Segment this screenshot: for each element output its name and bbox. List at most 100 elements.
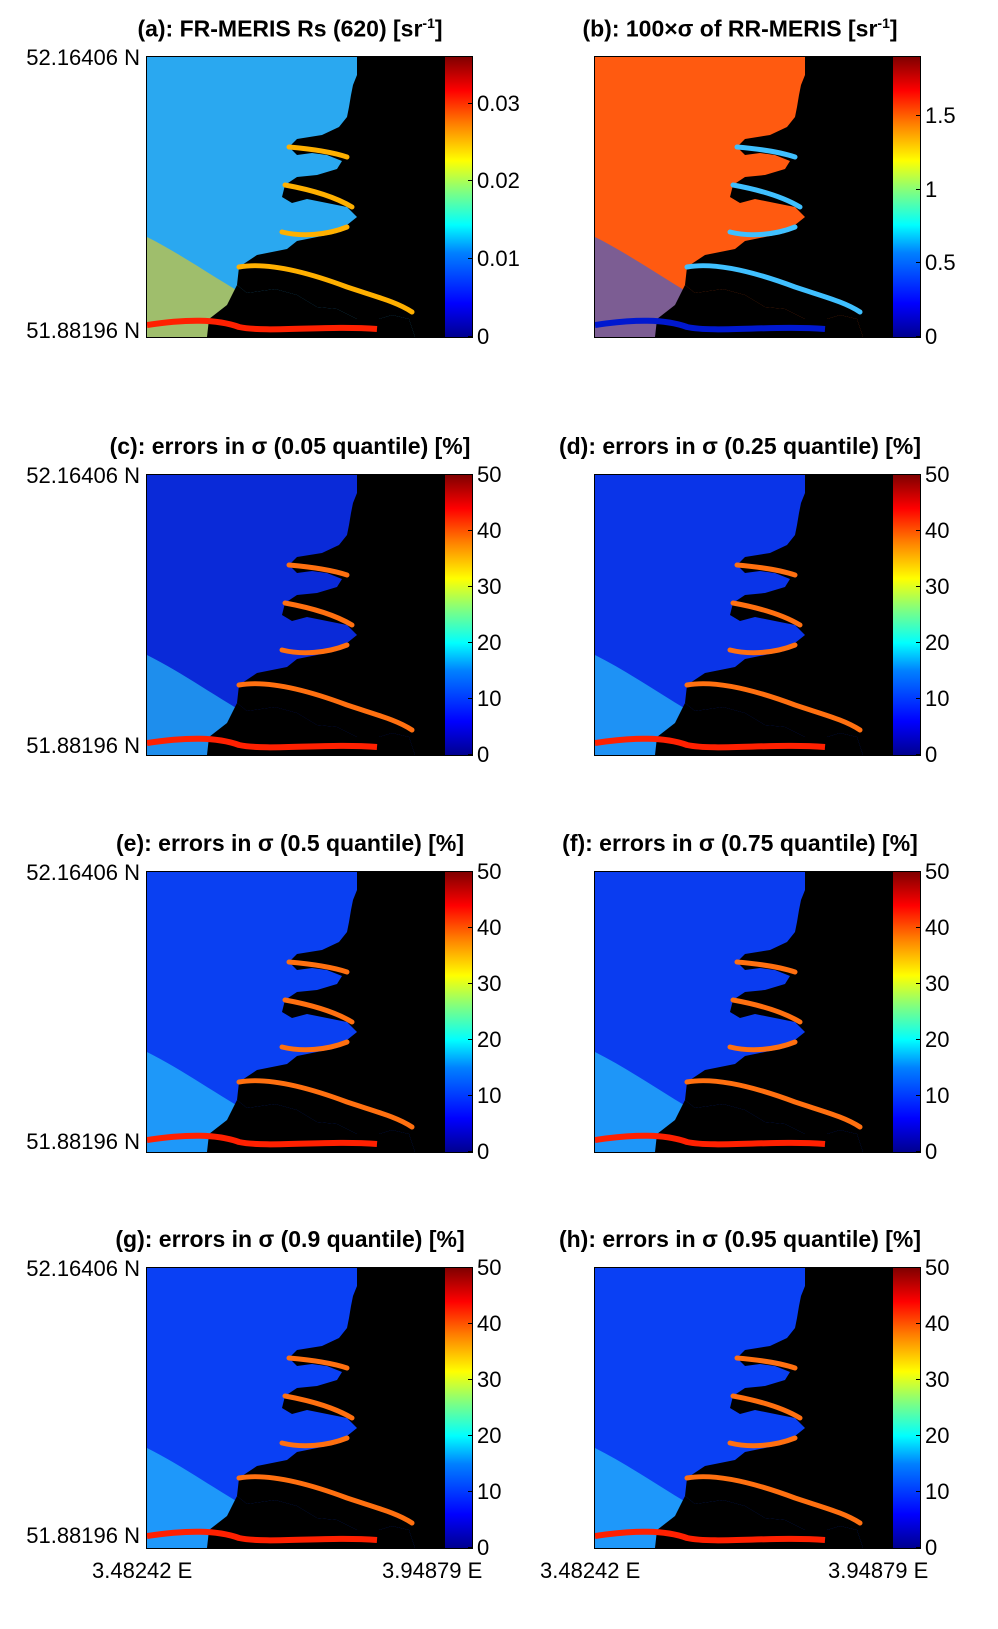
estuary-channel	[282, 600, 355, 628]
lon-left-label: 3.48242 E	[540, 1558, 641, 1583]
coastal-band	[595, 655, 795, 755]
colorbar-tick-mark	[468, 1039, 473, 1040]
land-area	[685, 1268, 895, 1548]
estuary-channel	[727, 1039, 798, 1053]
land-area	[237, 1268, 447, 1548]
colorbar-tick-label: 20	[925, 1027, 950, 1052]
colorbar-tick-label: 0.5	[925, 250, 956, 276]
estuary-channel	[734, 144, 798, 160]
colorbar-tick-mark	[468, 1267, 473, 1268]
map-image	[594, 474, 896, 756]
colorbar-tick-label: 50	[477, 462, 502, 487]
colorbar-tick-mark	[468, 754, 473, 755]
colorbar-tick-label: 40	[925, 518, 950, 543]
estuary-channel	[734, 959, 798, 975]
lat-bottom-label: 51.88196 N	[26, 1129, 140, 1154]
colorbar-tick-label: 10	[477, 1083, 502, 1108]
estuary-channel	[279, 642, 350, 656]
colorbar-tick-label: 40	[477, 915, 502, 940]
map-image	[146, 56, 448, 338]
land-area	[207, 1100, 415, 1152]
estuary-channel	[730, 1393, 803, 1421]
colorbar	[892, 474, 921, 756]
colorbar-tick-label: 0	[477, 1535, 490, 1560]
colorbar	[892, 1267, 921, 1549]
colorbar-tick-mark	[468, 1435, 473, 1436]
land-area	[655, 285, 863, 337]
colorbar-tick-label: 0	[477, 742, 490, 767]
colorbar-tick-label: 10	[925, 1479, 950, 1504]
colorbar-tick-mark	[916, 1435, 921, 1436]
coastal-band	[595, 237, 795, 337]
estuary-channel	[282, 997, 355, 1025]
panel-title: (a): FR-MERIS Rs (620) [sr-1]	[137, 15, 443, 42]
lon-left-label: 3.48242 E	[92, 1558, 193, 1583]
map-image	[594, 871, 896, 1153]
land-area	[237, 872, 447, 1152]
lat-bottom-label: 51.88196 N	[26, 318, 140, 343]
colorbar	[892, 56, 921, 338]
colorbar-tick-label: 40	[925, 915, 950, 940]
colorbar	[444, 56, 473, 338]
colorbar-tick-mark	[468, 927, 473, 928]
map-image	[146, 474, 448, 756]
colorbar-tick-label: 20	[477, 1027, 502, 1052]
coastal-band	[147, 237, 347, 337]
coastal-band	[147, 1052, 347, 1152]
colorbar-tick-mark	[916, 188, 921, 190]
estuary-channel	[727, 224, 798, 238]
estuary-channel	[684, 1078, 863, 1130]
land-area	[207, 703, 415, 755]
colorbar	[444, 474, 473, 756]
colorbar-tick-label: 30	[477, 971, 502, 996]
land-area	[685, 475, 895, 755]
colorbar-tick-label: 30	[925, 971, 950, 996]
coastline-band	[147, 1132, 378, 1148]
colorbar-tick-mark	[468, 180, 473, 182]
estuary-channel	[286, 562, 350, 578]
colorbar-tick-label: 1.5	[925, 102, 956, 128]
lon-right-label: 3.94879 E	[382, 1558, 483, 1583]
land-area	[207, 285, 415, 337]
colorbar-tick-mark	[468, 871, 473, 872]
colorbar-tick-mark	[468, 642, 473, 643]
colorbar-tick-label: 20	[477, 630, 502, 655]
colorbar-tick-mark	[468, 1491, 473, 1492]
colorbar-tick-label: 1	[925, 176, 938, 202]
colorbar-tick-mark	[468, 1151, 473, 1152]
colorbar-tick-mark	[468, 1323, 473, 1324]
colorbar-tick-mark	[916, 642, 921, 643]
land-area	[685, 57, 895, 337]
colorbar-tick-mark	[916, 586, 921, 587]
colorbar-tick-label: 20	[925, 630, 950, 655]
colorbar-tick-label: 30	[477, 1367, 502, 1392]
map-raster	[595, 57, 895, 337]
estuary-channel	[279, 1435, 350, 1449]
colorbar-tick-mark	[916, 336, 921, 337]
panel-title: (f): errors in σ (0.75 quantile) [%]	[562, 830, 918, 856]
colorbar-tick-label: 50	[925, 859, 950, 884]
colorbar-tick-label: 10	[925, 1083, 950, 1108]
colorbar-tick-label: 50	[925, 462, 950, 487]
map-raster	[595, 872, 895, 1152]
estuary-channel	[730, 997, 803, 1025]
map-image	[146, 871, 448, 1153]
colorbar-tick-label: 30	[925, 1367, 950, 1392]
colorbar-tick-label: 0	[477, 324, 490, 349]
colorbar-tick-mark	[916, 927, 921, 928]
lat-top-label: 52.16406 N	[26, 463, 140, 488]
colorbar-tick-label: 50	[477, 1255, 502, 1280]
land-area	[655, 703, 863, 755]
panel-title: (c): errors in σ (0.05 quantile) [%]	[109, 433, 471, 459]
colorbar-tick-mark	[468, 102, 473, 104]
colorbar-tick-mark	[468, 1547, 473, 1548]
map-image	[146, 1267, 448, 1549]
land-area	[207, 1496, 415, 1548]
lat-bottom-label: 51.88196 N	[26, 733, 140, 758]
map-image	[594, 56, 896, 338]
estuary-channel	[727, 1435, 798, 1449]
land-area	[655, 1496, 863, 1548]
estuary-channel	[684, 681, 863, 733]
colorbar-tick-mark	[916, 1323, 921, 1324]
colorbar-tick-mark	[916, 1267, 921, 1268]
